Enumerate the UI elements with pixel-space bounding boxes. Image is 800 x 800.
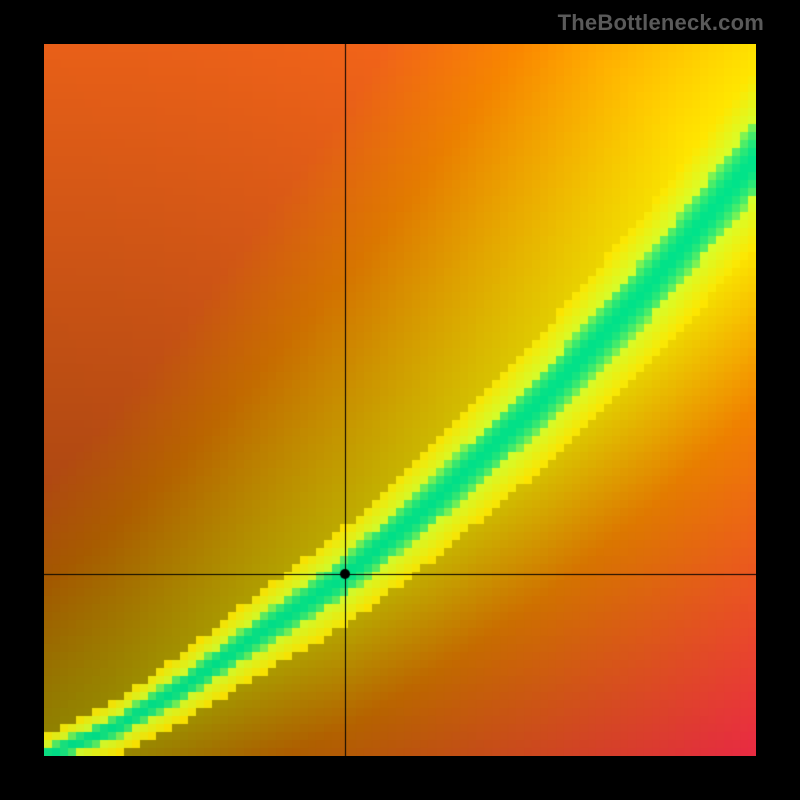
heatmap-canvas (44, 44, 756, 756)
plot-area (44, 44, 756, 756)
chart-container: TheBottleneck.com (0, 0, 800, 800)
watermark-text: TheBottleneck.com (558, 10, 764, 36)
